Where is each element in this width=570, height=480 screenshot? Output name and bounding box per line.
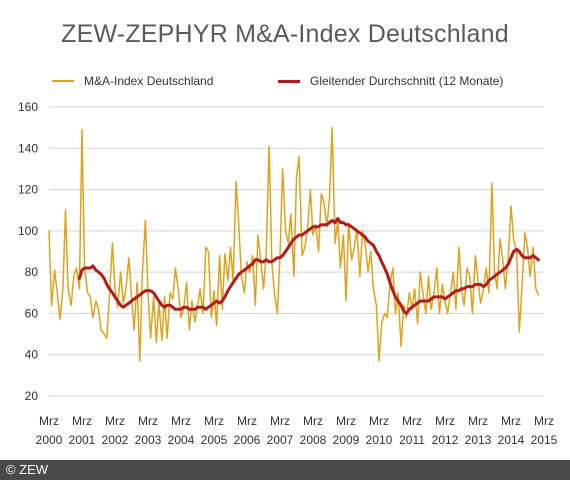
x-tick-label-month: Mrz — [171, 414, 191, 428]
x-tick-label-year: 2014 — [498, 433, 525, 447]
footer-bar: © ZEW — [0, 460, 570, 480]
x-tick-label-year: 2012 — [432, 433, 459, 447]
x-tick-label-year: 2009 — [333, 433, 360, 447]
y-tick-label: 140 — [18, 141, 38, 155]
y-tick-label: 120 — [18, 183, 38, 197]
x-tick-label-year: 2010 — [366, 433, 393, 447]
x-tick-label-year: 2006 — [234, 433, 261, 447]
y-tick-label: 100 — [18, 224, 38, 238]
y-tick-label: 40 — [25, 348, 39, 362]
x-tick-label-year: 2003 — [135, 433, 162, 447]
x-tick-label-month: Mrz — [336, 414, 356, 428]
legend-label-index: M&A-Index Deutschland — [84, 74, 214, 88]
legend-item-average: Gleitender Durchschnitt (12 Monate) — [278, 74, 503, 88]
x-tick-label-month: Mrz — [72, 414, 92, 428]
x-tick-label-year: 2001 — [69, 433, 96, 447]
y-tick-label: 60 — [25, 306, 39, 320]
x-tick-label-year: 2005 — [201, 433, 228, 447]
x-tick-label-month: Mrz — [237, 414, 257, 428]
x-tick-label-year: 2013 — [465, 433, 492, 447]
x-tick-label-month: Mrz — [138, 414, 158, 428]
x-tick-label-month: Mrz — [270, 414, 290, 428]
legend-swatch-index — [52, 80, 74, 82]
x-tick-label-year: 2002 — [102, 433, 129, 447]
series-line-index — [48, 126, 540, 362]
x-tick-label-month: Mrz — [369, 414, 389, 428]
x-tick-label-year: 2015 — [531, 433, 558, 447]
x-tick-label-year: 2000 — [36, 433, 63, 447]
x-tick-label-year: 2004 — [168, 433, 195, 447]
y-tick-label: 160 — [18, 100, 38, 114]
x-tick-label-year: 2008 — [300, 433, 327, 447]
legend-label-average: Gleitender Durchschnitt (12 Monate) — [310, 74, 504, 88]
line-chart: 20 40 60 80 100 120 140 160 Mrz 2000 Mrz 2001 Mrz 200… — [18, 100, 558, 447]
y-tick-label: 80 — [25, 265, 39, 279]
x-tick-label-month: Mrz — [468, 414, 488, 428]
series-line-average — [77, 217, 540, 315]
chart-title: ZEW-ZEPHYR M&A-Index Deutschland — [61, 20, 509, 48]
x-tick-label-month: Mrz — [402, 414, 422, 428]
x-tick-label-month: Mrz — [435, 414, 455, 428]
x-tick-label-month: Mrz — [39, 414, 59, 428]
x-tick-label-month: Mrz — [204, 414, 224, 428]
x-tick-label-month: Mrz — [534, 414, 554, 428]
legend-item-index: M&A-Index Deutschland — [52, 74, 213, 88]
x-tick-label-month: Mrz — [303, 414, 323, 428]
copyright-text: © ZEW — [6, 462, 49, 477]
y-tick-label: 20 — [25, 389, 39, 403]
legend-swatch-average — [278, 79, 300, 83]
x-tick-label-year: 2007 — [267, 433, 294, 447]
x-tick-label-month: Mrz — [105, 414, 125, 428]
x-tick-label-month: Mrz — [501, 414, 521, 428]
x-tick-label-year: 2011 — [399, 433, 425, 447]
